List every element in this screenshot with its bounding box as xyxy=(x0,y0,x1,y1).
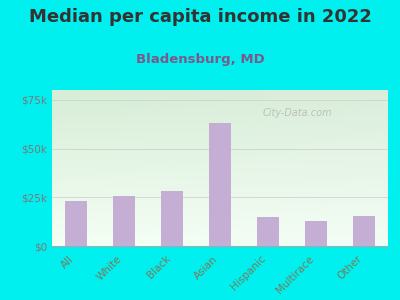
Bar xyxy=(161,191,183,246)
Bar xyxy=(209,123,231,246)
Bar xyxy=(353,216,375,246)
Text: Median per capita income in 2022: Median per capita income in 2022 xyxy=(28,8,372,26)
Bar xyxy=(65,201,87,246)
Bar xyxy=(113,196,135,246)
Text: Bladensburg, MD: Bladensburg, MD xyxy=(136,52,264,65)
Bar xyxy=(305,221,327,246)
Text: City-Data.com: City-Data.com xyxy=(262,108,332,118)
Bar xyxy=(257,217,279,246)
